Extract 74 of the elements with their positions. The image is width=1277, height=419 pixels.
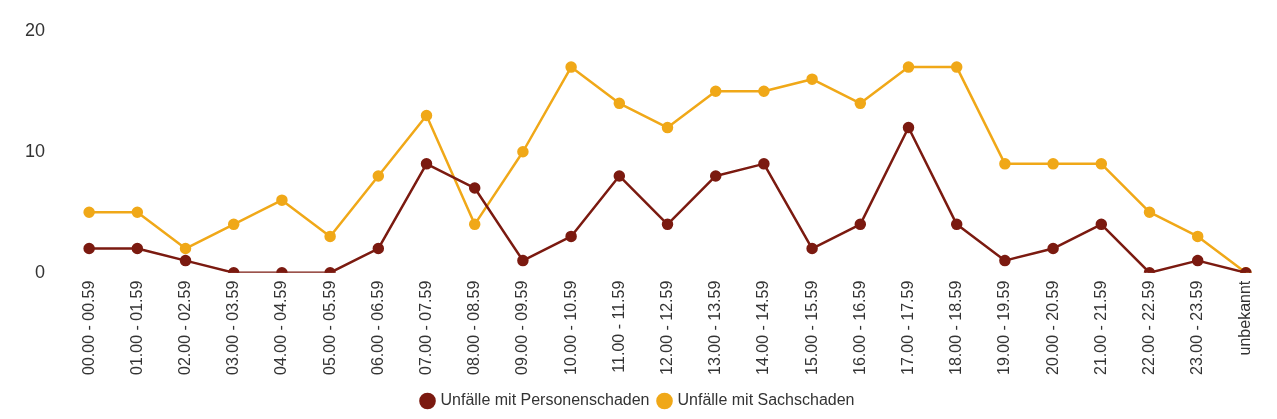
x-tick-label: 12.00 - 12.59: [657, 280, 675, 375]
point: [179, 254, 192, 267]
point: [565, 61, 577, 73]
x-tick-label: 20.00 - 20.59: [1043, 280, 1061, 375]
point: [131, 242, 144, 255]
point: [324, 230, 336, 243]
point: [806, 242, 818, 255]
x-tick-label: 22.00 - 22.59: [1139, 280, 1157, 375]
point: [1047, 242, 1059, 255]
point: [758, 158, 770, 170]
point: [468, 218, 481, 231]
point: [709, 85, 722, 98]
point: [854, 218, 867, 231]
point: [83, 242, 95, 255]
point: [1143, 206, 1156, 218]
x-tick-label: 18.00 - 18.59: [947, 280, 965, 375]
point: [517, 254, 529, 267]
point: [131, 206, 144, 218]
point: [902, 61, 915, 73]
point: [372, 242, 385, 255]
x-tick-label: 23.00 - 23.59: [1188, 280, 1206, 375]
y-tick-label: 0: [35, 261, 46, 282]
x-tick-label: 04.00 - 04.59: [272, 280, 290, 375]
point: [709, 170, 722, 182]
x-tick-label: 02.00 - 02.59: [175, 280, 193, 375]
x-tick-label: 00.00 - 00.59: [79, 280, 97, 375]
point: [758, 85, 770, 98]
x-tick-label: 11.00 - 11.59: [609, 280, 627, 373]
y-tick-label: 20: [24, 19, 46, 40]
point: [565, 230, 577, 243]
point: [1191, 230, 1204, 243]
x-tick-label: 03.00 - 03.59: [224, 280, 242, 375]
point: [1191, 254, 1204, 267]
x-tick-label: 19.00 - 19.59: [995, 280, 1013, 375]
x-tick-label: 08.00 - 08.59: [465, 280, 483, 375]
x-tick-label: 09.00 - 09.59: [513, 280, 531, 375]
point: [468, 182, 481, 194]
point: [276, 194, 288, 206]
point: [372, 170, 385, 182]
legend-label: Unfälle mit Sachschaden: [677, 391, 855, 409]
point: [806, 73, 818, 85]
point: [1095, 158, 1108, 170]
point: [83, 206, 95, 218]
point: [613, 97, 626, 110]
point: [179, 242, 192, 255]
x-tick-label: 01.00 - 01.59: [127, 280, 145, 375]
x-tick-label: 16.00 - 16.59: [850, 280, 868, 375]
x-tick-label: 14.00 - 14.59: [754, 280, 772, 375]
point: [227, 218, 240, 231]
x-tick-label: 21.00 - 21.59: [1091, 280, 1109, 375]
point: [950, 218, 963, 231]
point: [420, 109, 433, 122]
x-tick-label: 07.00 - 07.59: [416, 280, 434, 375]
point: [661, 218, 674, 231]
x-tick-label: 05.00 - 05.59: [320, 280, 338, 375]
x-tick-label: 13.00 - 13.59: [706, 280, 724, 375]
point: [1047, 158, 1059, 170]
legend-label: Unfälle mit Personenschaden: [440, 391, 650, 409]
point: [517, 146, 529, 158]
y-tick-label: 10: [24, 140, 46, 161]
point: [999, 254, 1011, 267]
x-tick-label: 10.00 - 10.59: [561, 280, 579, 375]
point: [902, 121, 915, 134]
point: [420, 158, 433, 170]
point: [1095, 218, 1108, 231]
point: [999, 158, 1011, 170]
point: [950, 61, 963, 73]
x-tick-label: 06.00 - 06.59: [368, 280, 386, 375]
point: [661, 121, 674, 134]
x-tick-label: unbekannt: [1236, 280, 1254, 356]
point: [613, 170, 626, 182]
point: [854, 97, 867, 110]
x-tick-label: 15.00 - 15.59: [802, 280, 820, 375]
x-tick-label: 17.00 - 17.59: [898, 280, 916, 375]
